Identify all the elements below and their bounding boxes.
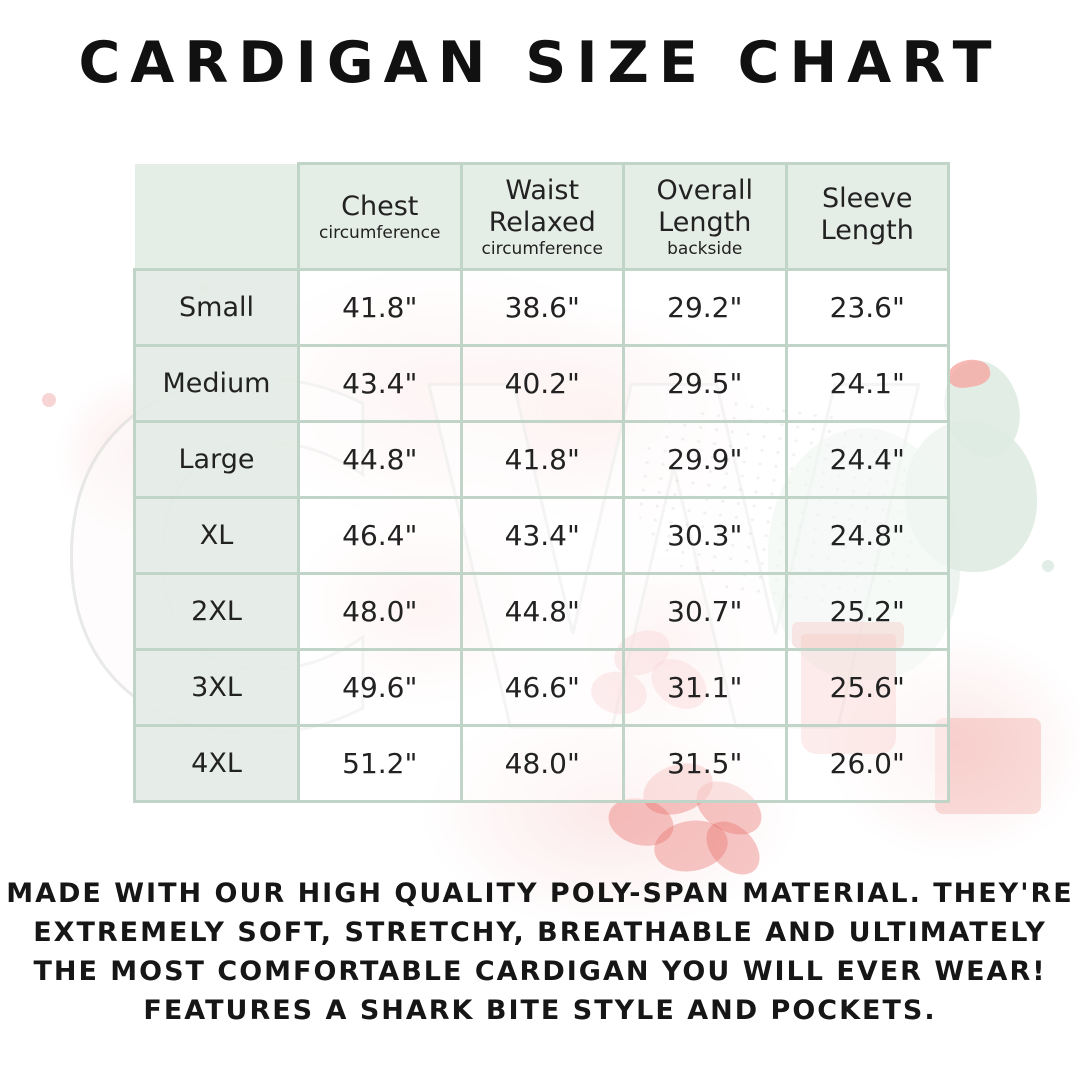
waist-value: 41.8" <box>459 420 625 499</box>
waist-value: 44.8" <box>459 572 625 651</box>
chest-value: 44.8" <box>297 420 463 499</box>
length-value: 30.7" <box>622 572 788 651</box>
flower-pot-icon <box>935 718 1041 814</box>
size-cell: 4XL <box>133 724 300 803</box>
waist-value: 43.4" <box>459 496 625 575</box>
chest-value: 41.8" <box>297 268 463 347</box>
column-header-waist: Waist Relaxed circumference <box>459 162 625 271</box>
size-cell: Medium <box>133 344 300 423</box>
sleeve-value: 25.2" <box>784 572 950 651</box>
column-label: Chest <box>341 190 419 222</box>
column-sublabel: backside <box>667 239 743 260</box>
cactus-bloom-icon <box>945 356 993 391</box>
watermark-dot <box>42 393 56 407</box>
size-cell: 3XL <box>133 648 300 727</box>
watermark-dot <box>1042 560 1054 572</box>
table-row: 3XL 49.6" 46.6" 31.1" 25.6" <box>133 648 950 727</box>
length-value: 29.9" <box>622 420 788 499</box>
chest-value: 43.4" <box>297 344 463 423</box>
waist-value: 38.6" <box>459 268 625 347</box>
waist-value: 46.6" <box>459 648 625 727</box>
size-cell: XL <box>133 496 300 575</box>
sleeve-value: 26.0" <box>784 724 950 803</box>
column-sublabel: circumference <box>319 223 441 244</box>
chest-value: 48.0" <box>297 572 463 651</box>
length-value: 30.3" <box>622 496 788 575</box>
column-header-length: Overall Length backside <box>622 162 788 271</box>
page-title: CARDIGAN SIZE CHART <box>78 30 1002 96</box>
waist-value: 48.0" <box>459 724 625 803</box>
size-cell: Large <box>133 420 300 499</box>
corner-cell <box>134 163 299 270</box>
length-value: 29.2" <box>622 268 788 347</box>
sleeve-value: 25.6" <box>784 648 950 727</box>
description-line: FEATURES A SHARK BITE STYLE AND POCKETS. <box>143 995 937 1026</box>
length-value: 29.5" <box>622 344 788 423</box>
table-row: Small 41.8" 38.6" 29.2" 23.6" <box>133 268 950 347</box>
chest-value: 51.2" <box>297 724 463 803</box>
column-header-chest: Chest circumference <box>297 162 463 271</box>
table-row: XL 46.4" 43.4" 30.3" 24.8" <box>133 496 950 575</box>
chest-value: 49.6" <box>297 648 463 727</box>
column-label: Waist Relaxed <box>488 174 596 238</box>
description-line: EXTREMELY SOFT, STRETCHY, BREATHABLE AND… <box>33 917 1047 948</box>
length-value: 31.5" <box>622 724 788 803</box>
size-cell: Small <box>133 268 300 347</box>
chest-value: 46.4" <box>297 496 463 575</box>
description-line: MADE WITH OUR HIGH QUALITY POLY-SPAN MAT… <box>6 878 1074 909</box>
header-row: Chest circumference Waist Relaxed circum… <box>134 162 950 271</box>
length-value: 31.1" <box>622 648 788 727</box>
size-cell: 2XL <box>133 572 300 651</box>
sleeve-value: 24.4" <box>784 420 950 499</box>
waist-value: 40.2" <box>459 344 625 423</box>
size-chart: Chest circumference Waist Relaxed circum… <box>133 162 950 803</box>
table-row: 2XL 48.0" 44.8" 30.7" 25.2" <box>133 572 950 651</box>
size-chart-table: Chest circumference Waist Relaxed circum… <box>133 162 950 803</box>
column-sublabel: circumference <box>481 239 603 260</box>
sleeve-value: 24.8" <box>784 496 950 575</box>
sleeve-value: 23.6" <box>784 268 950 347</box>
description-line: THE MOST COMFORTABLE CARDIGAN YOU WILL E… <box>33 956 1047 987</box>
column-label: Sleeve Length <box>820 183 914 246</box>
column-header-sleeve: Sleeve Length <box>784 162 950 271</box>
description-text: MADE WITH OUR HIGH QUALITY POLY-SPAN MAT… <box>0 874 1080 1030</box>
table-row: Large 44.8" 41.8" 29.9" 24.4" <box>133 420 950 499</box>
table-row: 4XL 51.2" 48.0" 31.5" 26.0" <box>133 724 950 803</box>
column-label: Overall Length <box>656 174 754 238</box>
table-row: Medium 43.4" 40.2" 29.5" 24.1" <box>133 344 950 423</box>
sleeve-value: 24.1" <box>784 344 950 423</box>
